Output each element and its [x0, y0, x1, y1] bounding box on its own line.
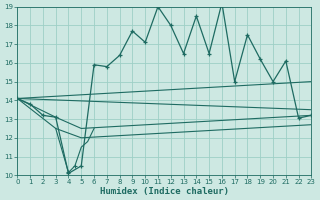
X-axis label: Humidex (Indice chaleur): Humidex (Indice chaleur) — [100, 187, 229, 196]
